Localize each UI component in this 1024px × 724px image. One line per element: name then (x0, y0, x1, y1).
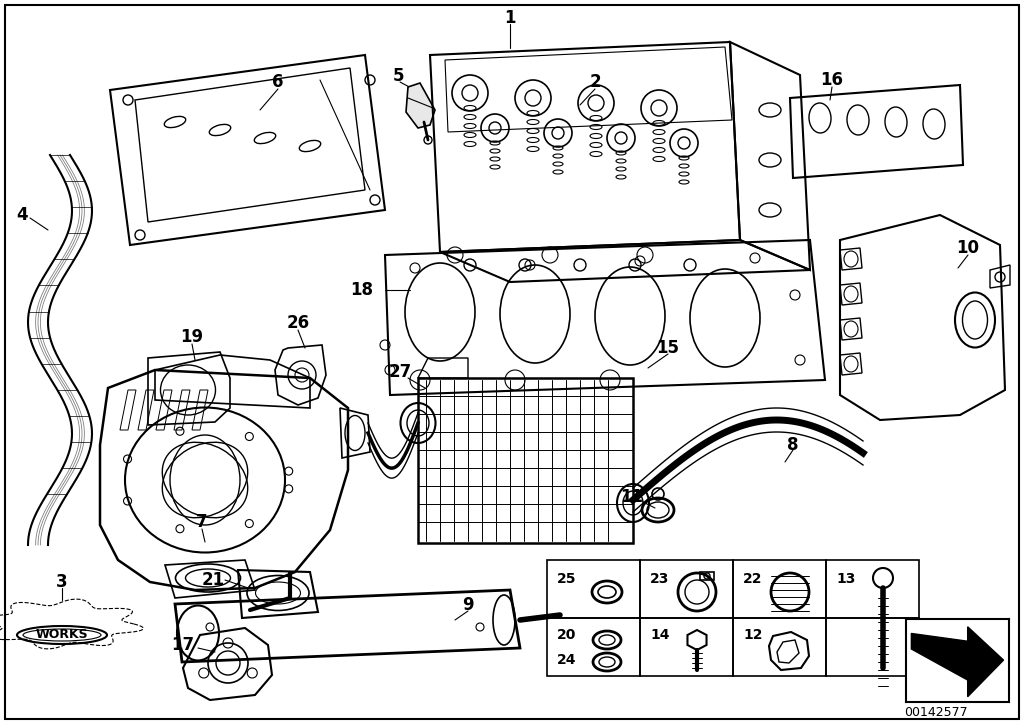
Text: 20: 20 (557, 628, 577, 642)
Bar (733, 618, 826, 676)
Bar (547, 560, 640, 618)
Text: 11: 11 (621, 488, 643, 506)
Bar (640, 560, 733, 618)
Text: 24: 24 (557, 653, 577, 667)
Polygon shape (911, 627, 1004, 696)
Bar (700, 572, 714, 580)
Bar (826, 560, 919, 618)
Text: 15: 15 (656, 339, 680, 357)
Text: 13: 13 (836, 572, 855, 586)
Text: 23: 23 (650, 572, 670, 586)
Bar (826, 618, 919, 676)
Bar (418, 378, 633, 543)
Text: 27: 27 (388, 363, 412, 381)
Bar (547, 618, 640, 676)
Text: 8: 8 (787, 436, 799, 454)
Text: 10: 10 (956, 239, 980, 257)
Text: 26: 26 (287, 314, 309, 332)
Text: 5: 5 (392, 67, 403, 85)
Text: 3: 3 (56, 573, 68, 591)
Text: 4: 4 (16, 206, 28, 224)
Text: 7: 7 (197, 513, 208, 531)
Text: 16: 16 (820, 71, 844, 89)
Text: 6: 6 (272, 73, 284, 91)
Text: 21: 21 (202, 571, 224, 589)
Text: 17: 17 (171, 636, 195, 654)
Text: 12: 12 (743, 628, 763, 642)
Text: 18: 18 (350, 281, 374, 299)
Text: 00142577: 00142577 (904, 705, 968, 718)
Bar (640, 618, 733, 676)
Text: WORKS: WORKS (36, 628, 88, 641)
Text: 2: 2 (589, 73, 601, 91)
Bar (733, 560, 826, 618)
Text: 25: 25 (557, 572, 577, 586)
Text: 14: 14 (650, 628, 670, 642)
Text: 19: 19 (180, 328, 204, 346)
Text: 9: 9 (462, 596, 474, 614)
Polygon shape (406, 83, 435, 128)
Text: 1: 1 (504, 9, 516, 27)
Text: 22: 22 (743, 572, 763, 586)
